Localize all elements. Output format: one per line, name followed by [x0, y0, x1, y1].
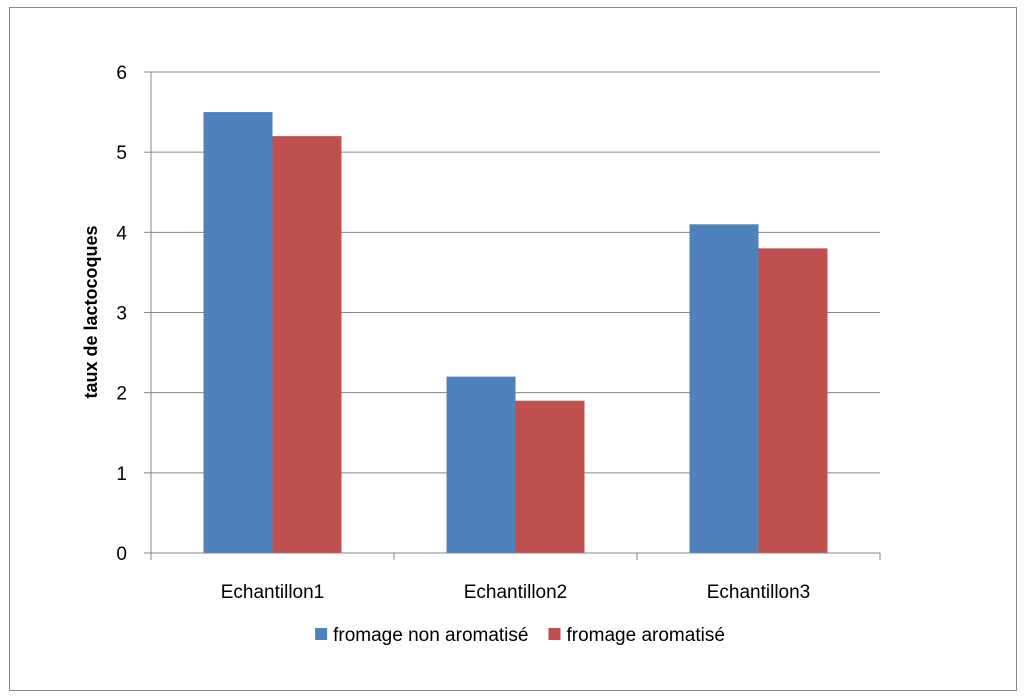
bar — [203, 112, 273, 553]
x-tick-label: Echantillon2 — [464, 582, 568, 603]
x-tick-label: Echantillon1 — [221, 582, 325, 603]
y-axis-title: taux de lactocoques — [81, 225, 101, 398]
axes — [144, 71, 881, 560]
bar — [689, 224, 759, 554]
bar — [446, 376, 516, 553]
chart-area — [9, 7, 1017, 691]
bars — [203, 112, 828, 554]
legend-label: fromage non aromatisé — [333, 625, 528, 646]
y-tick-label: 4 — [116, 223, 127, 244]
y-tick-label: 0 — [116, 544, 127, 565]
y-tick-label: 5 — [116, 143, 127, 164]
legend-swatch — [315, 628, 328, 640]
y-tick-label: 6 — [116, 63, 127, 84]
x-tick-labels: Echantillon1 Echantillon2 Echantillon3 — [221, 582, 811, 603]
y-tick-label: 3 — [116, 304, 127, 325]
legend-swatch — [548, 628, 561, 640]
y-tick-labels: 0 1 2 3 4 5 6 — [116, 63, 127, 565]
y-tick-label: 1 — [116, 464, 127, 485]
legend-label: fromage aromatisé — [566, 625, 724, 646]
bar — [272, 136, 342, 553]
bar — [758, 248, 828, 553]
legend: fromage non aromatisé fromage aromatisé — [315, 625, 725, 646]
bar — [515, 400, 585, 553]
y-tick-label: 2 — [116, 384, 127, 405]
x-tick-label: Echantillon3 — [707, 582, 811, 603]
